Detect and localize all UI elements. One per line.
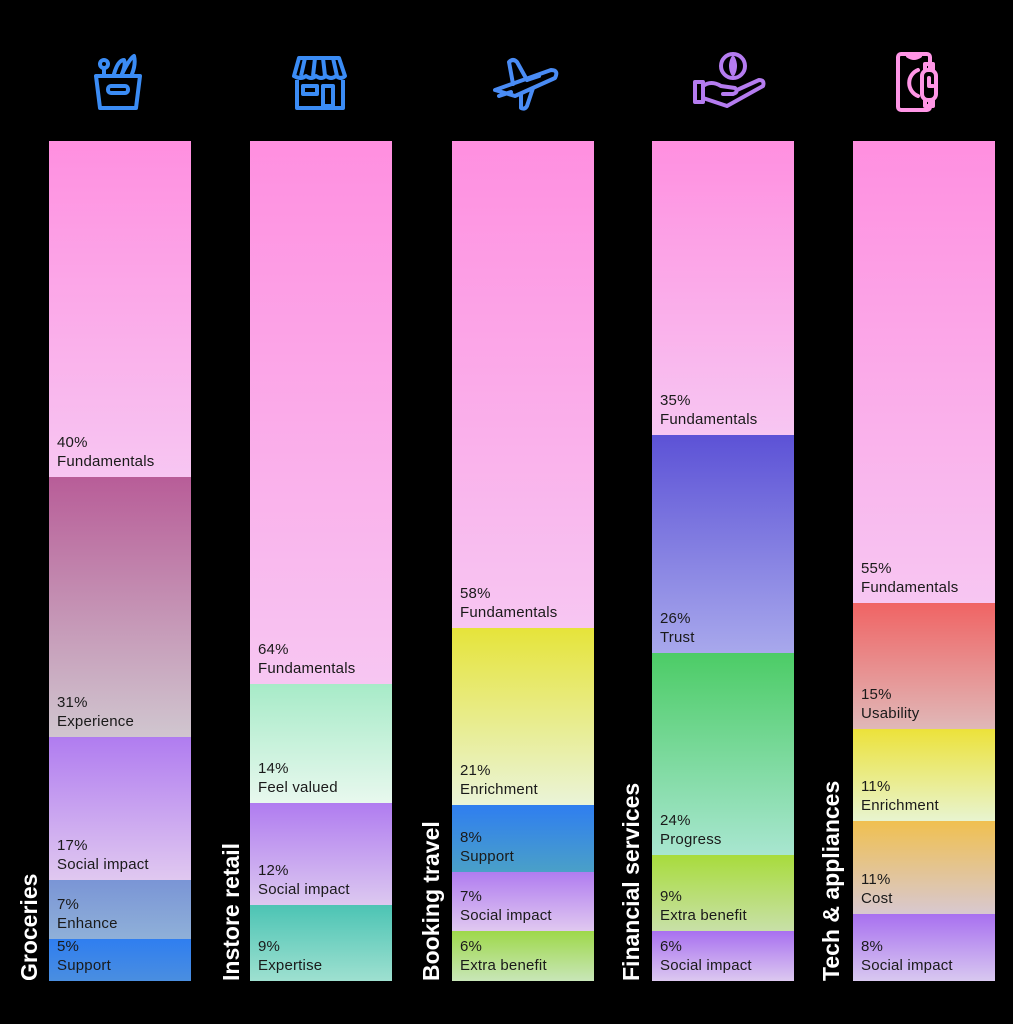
bar-segment-support: 8% Support xyxy=(452,804,594,872)
segment-label: Enrichment xyxy=(460,780,538,798)
bar-segment-fundamentals: 40% Fundamentals xyxy=(49,141,191,477)
stacked-bar-tech-appliances: 55% Fundamentals 15% Usability 11% Enrichment… xyxy=(853,141,995,981)
segment-label: Fundamentals xyxy=(660,411,758,428)
segment-percent: 11% xyxy=(861,870,891,888)
segment-percent: 17% xyxy=(57,837,88,855)
airplane-icon xyxy=(491,50,559,114)
segment-percent: 8% xyxy=(861,937,884,955)
segment-label: Social impact xyxy=(57,856,149,874)
bar-segment-social-impact: 7% Social impact xyxy=(452,871,594,931)
segment-label: Progress xyxy=(660,830,722,848)
bar-segment-extra-benefit: 6% Extra benefit xyxy=(452,930,594,981)
category-label-financial-services: Financial services xyxy=(618,782,644,981)
bar-segment-fundamentals: 58% Fundamentals xyxy=(452,141,594,629)
bar-segment-expertise: 9% Expertise xyxy=(250,904,392,981)
segment-label: Extra benefit xyxy=(660,906,747,924)
segment-percent: 58% xyxy=(460,585,491,603)
segment-label: Social impact xyxy=(258,880,350,898)
segment-label: Social impact xyxy=(460,906,552,924)
segment-percent: 26% xyxy=(660,610,691,628)
segment-percent: 31% xyxy=(57,694,88,712)
bar-segment-usability: 15% Usability xyxy=(853,603,995,729)
bar-segment-fundamentals: 35% Fundamentals xyxy=(652,141,794,435)
category-label-tech-appliances: Tech & appliances xyxy=(818,780,844,981)
segment-label: Trust xyxy=(660,629,695,647)
segment-percent: 21% xyxy=(460,761,491,779)
stacked-bar-instore-retail: 64% Fundamentals 14% Feel valued 12% Social i… xyxy=(250,141,392,981)
segment-percent: 6% xyxy=(660,937,683,955)
segment-percent: 8% xyxy=(460,828,483,846)
bar-segment-social-impact: 8% Social impact xyxy=(853,913,995,981)
bar-segment-fundamentals: 64% Fundamentals xyxy=(250,141,392,685)
stacked-bar-booking-travel: 58% Fundamentals 21% Enrichment 8% Support 7% S… xyxy=(452,141,594,981)
segment-percent: 35% xyxy=(660,392,691,409)
segment-percent: 6% xyxy=(460,937,483,955)
segment-percent: 55% xyxy=(861,560,892,577)
segment-percent: 15% xyxy=(861,686,892,703)
grocery-basket-icon xyxy=(88,50,148,114)
bar-segment-progress: 24% Progress xyxy=(652,653,794,855)
segment-percent: 14% xyxy=(258,759,289,777)
segment-label: Fundamentals xyxy=(258,660,356,678)
stacked-bar-financial-services: 35% Fundamentals 26% Trust 24% Progress 9% Extr… xyxy=(652,141,794,981)
bar-segment-feel-valued: 14% Feel valued xyxy=(250,684,392,803)
bar-segment-extra-benefit: 9% Extra benefit xyxy=(652,854,794,931)
segment-percent: 9% xyxy=(660,887,683,905)
segment-percent: 11% xyxy=(861,778,891,796)
bar-segment-cost: 11% Cost xyxy=(853,821,995,914)
segment-label: Enrichment xyxy=(861,797,939,815)
segment-label: Feel valued xyxy=(258,778,338,796)
phone-watch-icon xyxy=(892,50,952,114)
segment-percent: 24% xyxy=(660,811,691,829)
stacked-bar-groceries: 40% Fundamentals 31% Experience 17% Social im… xyxy=(49,141,191,981)
segment-label: Support xyxy=(460,847,514,865)
segment-percent: 40% xyxy=(57,434,88,451)
bar-segment-experience: 31% Experience xyxy=(49,477,191,738)
segment-label: Fundamentals xyxy=(460,604,558,622)
category-label-groceries: Groceries xyxy=(16,873,42,981)
bar-segment-fundamentals: 55% Fundamentals xyxy=(853,141,995,603)
segment-percent: 5% xyxy=(57,938,80,955)
category-label-booking-travel: Booking travel xyxy=(418,821,444,981)
storefront-icon xyxy=(289,50,349,114)
segment-label: Experience xyxy=(57,713,135,731)
bar-segment-social-impact: 17% Social impact xyxy=(49,737,191,881)
hand-coin-icon xyxy=(691,50,766,114)
segment-percent: 64% xyxy=(258,641,289,659)
segment-label: Fundamentals xyxy=(57,453,155,470)
bar-segment-social-impact: 12% Social impact xyxy=(250,802,392,905)
segment-label: Fundamentals xyxy=(861,579,959,596)
bar-segment-support: 5% Support xyxy=(49,938,191,981)
segment-label: Enhance xyxy=(57,914,118,932)
segment-percent: 9% xyxy=(258,937,281,955)
segment-label: Expertise xyxy=(258,956,323,974)
bar-segment-trust: 26% Trust xyxy=(652,435,794,654)
segment-percent: 7% xyxy=(57,895,80,913)
segment-label: Support xyxy=(57,956,111,974)
segment-label: Social impact xyxy=(660,956,752,974)
segment-label: Usability xyxy=(861,705,920,722)
bar-segment-enrichment: 21% Enrichment xyxy=(452,628,594,805)
segment-label: Extra benefit xyxy=(460,956,547,974)
segment-percent: 7% xyxy=(460,887,483,905)
segment-percent: 12% xyxy=(258,861,289,879)
segment-label: Cost xyxy=(861,889,893,907)
bar-segment-enrichment: 11% Enrichment xyxy=(853,729,995,822)
segment-label: Social impact xyxy=(861,956,953,974)
bar-segment-enhance: 7% Enhance xyxy=(49,880,191,939)
category-label-instore-retail: Instore retail xyxy=(218,842,244,981)
bar-segment-social-impact: 6% Social impact xyxy=(652,930,794,981)
